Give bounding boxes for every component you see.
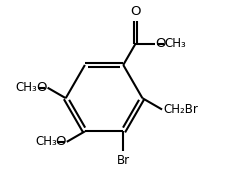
- Text: CH₃: CH₃: [165, 37, 186, 50]
- Text: CH₂Br: CH₂Br: [163, 103, 198, 116]
- Text: CH₃: CH₃: [16, 81, 38, 94]
- Text: O: O: [130, 5, 141, 18]
- Text: O: O: [156, 37, 166, 50]
- Text: CH₃: CH₃: [35, 135, 57, 148]
- Text: O: O: [36, 81, 47, 94]
- Text: O: O: [56, 135, 66, 148]
- Text: Br: Br: [117, 154, 130, 167]
